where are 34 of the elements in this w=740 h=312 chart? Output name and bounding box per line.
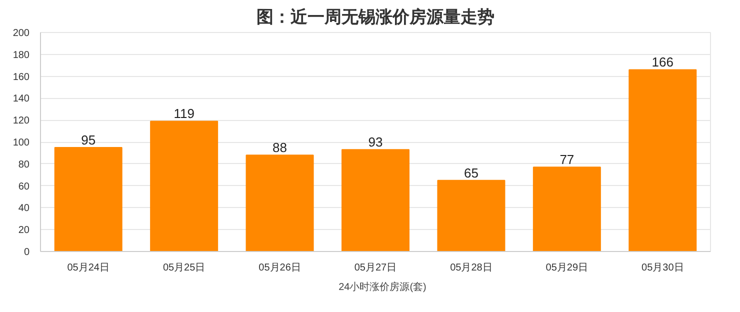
y-tick-label: 20 bbox=[18, 225, 30, 236]
data-label: 95 bbox=[81, 132, 96, 148]
x-tick-label: 05月29日 bbox=[546, 262, 588, 274]
bar bbox=[150, 120, 218, 252]
y-tick-label: 180 bbox=[12, 50, 30, 61]
y-tick-label: 140 bbox=[12, 94, 30, 105]
y-tick-label: 80 bbox=[18, 159, 30, 170]
text: 24小时涨价房源(套) bbox=[338, 280, 426, 294]
x-tick-label: 05月25日 bbox=[162, 262, 206, 274]
y-tick-label: 120 bbox=[12, 116, 30, 127]
bar bbox=[342, 149, 410, 252]
y-tick-label: 160 bbox=[12, 72, 30, 83]
y-tick-label: 100 bbox=[12, 138, 30, 148]
x-tick-label: 05月27日 bbox=[354, 262, 397, 274]
y-tick-label: 200 bbox=[12, 28, 30, 39]
bar bbox=[437, 180, 506, 252]
bar bbox=[54, 146, 122, 252]
x-tick-label: 05月28日 bbox=[450, 262, 492, 274]
data-label: 166 bbox=[652, 54, 674, 70]
y-tick-label: 40 bbox=[18, 203, 30, 214]
x-tick-label: 05月30日 bbox=[642, 262, 684, 274]
y-tick-label: 60 bbox=[18, 181, 30, 192]
chart-title: 图：近一周无锡涨价房源量走势 bbox=[256, 8, 494, 28]
bar bbox=[246, 154, 314, 252]
y-tick-label: 0 bbox=[24, 247, 30, 258]
bar bbox=[628, 69, 697, 252]
bar bbox=[532, 166, 601, 252]
data-label: 77 bbox=[560, 152, 574, 168]
x-tick-label: 05月26日 bbox=[258, 262, 301, 274]
data-label: 88 bbox=[272, 140, 288, 156]
data-label: 65 bbox=[464, 165, 478, 180]
data-label: 93 bbox=[368, 134, 383, 150]
data-label: 119 bbox=[174, 106, 194, 122]
x-tick-label: 05月24日 bbox=[67, 262, 110, 274]
